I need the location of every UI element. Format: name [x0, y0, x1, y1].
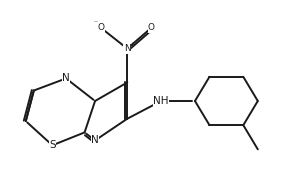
- Text: N: N: [62, 73, 70, 83]
- Text: S: S: [49, 140, 56, 150]
- Text: NH: NH: [153, 96, 169, 106]
- Text: +: +: [129, 42, 134, 47]
- Text: O: O: [97, 23, 104, 32]
- Text: N: N: [91, 135, 99, 145]
- Text: N: N: [124, 44, 131, 53]
- Text: ⁻: ⁻: [94, 19, 98, 28]
- Text: O: O: [148, 23, 155, 32]
